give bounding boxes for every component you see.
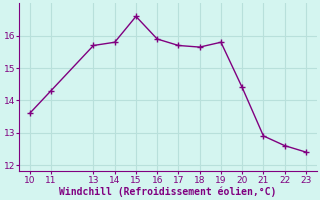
X-axis label: Windchill (Refroidissement éolien,°C): Windchill (Refroidissement éolien,°C) xyxy=(59,186,276,197)
